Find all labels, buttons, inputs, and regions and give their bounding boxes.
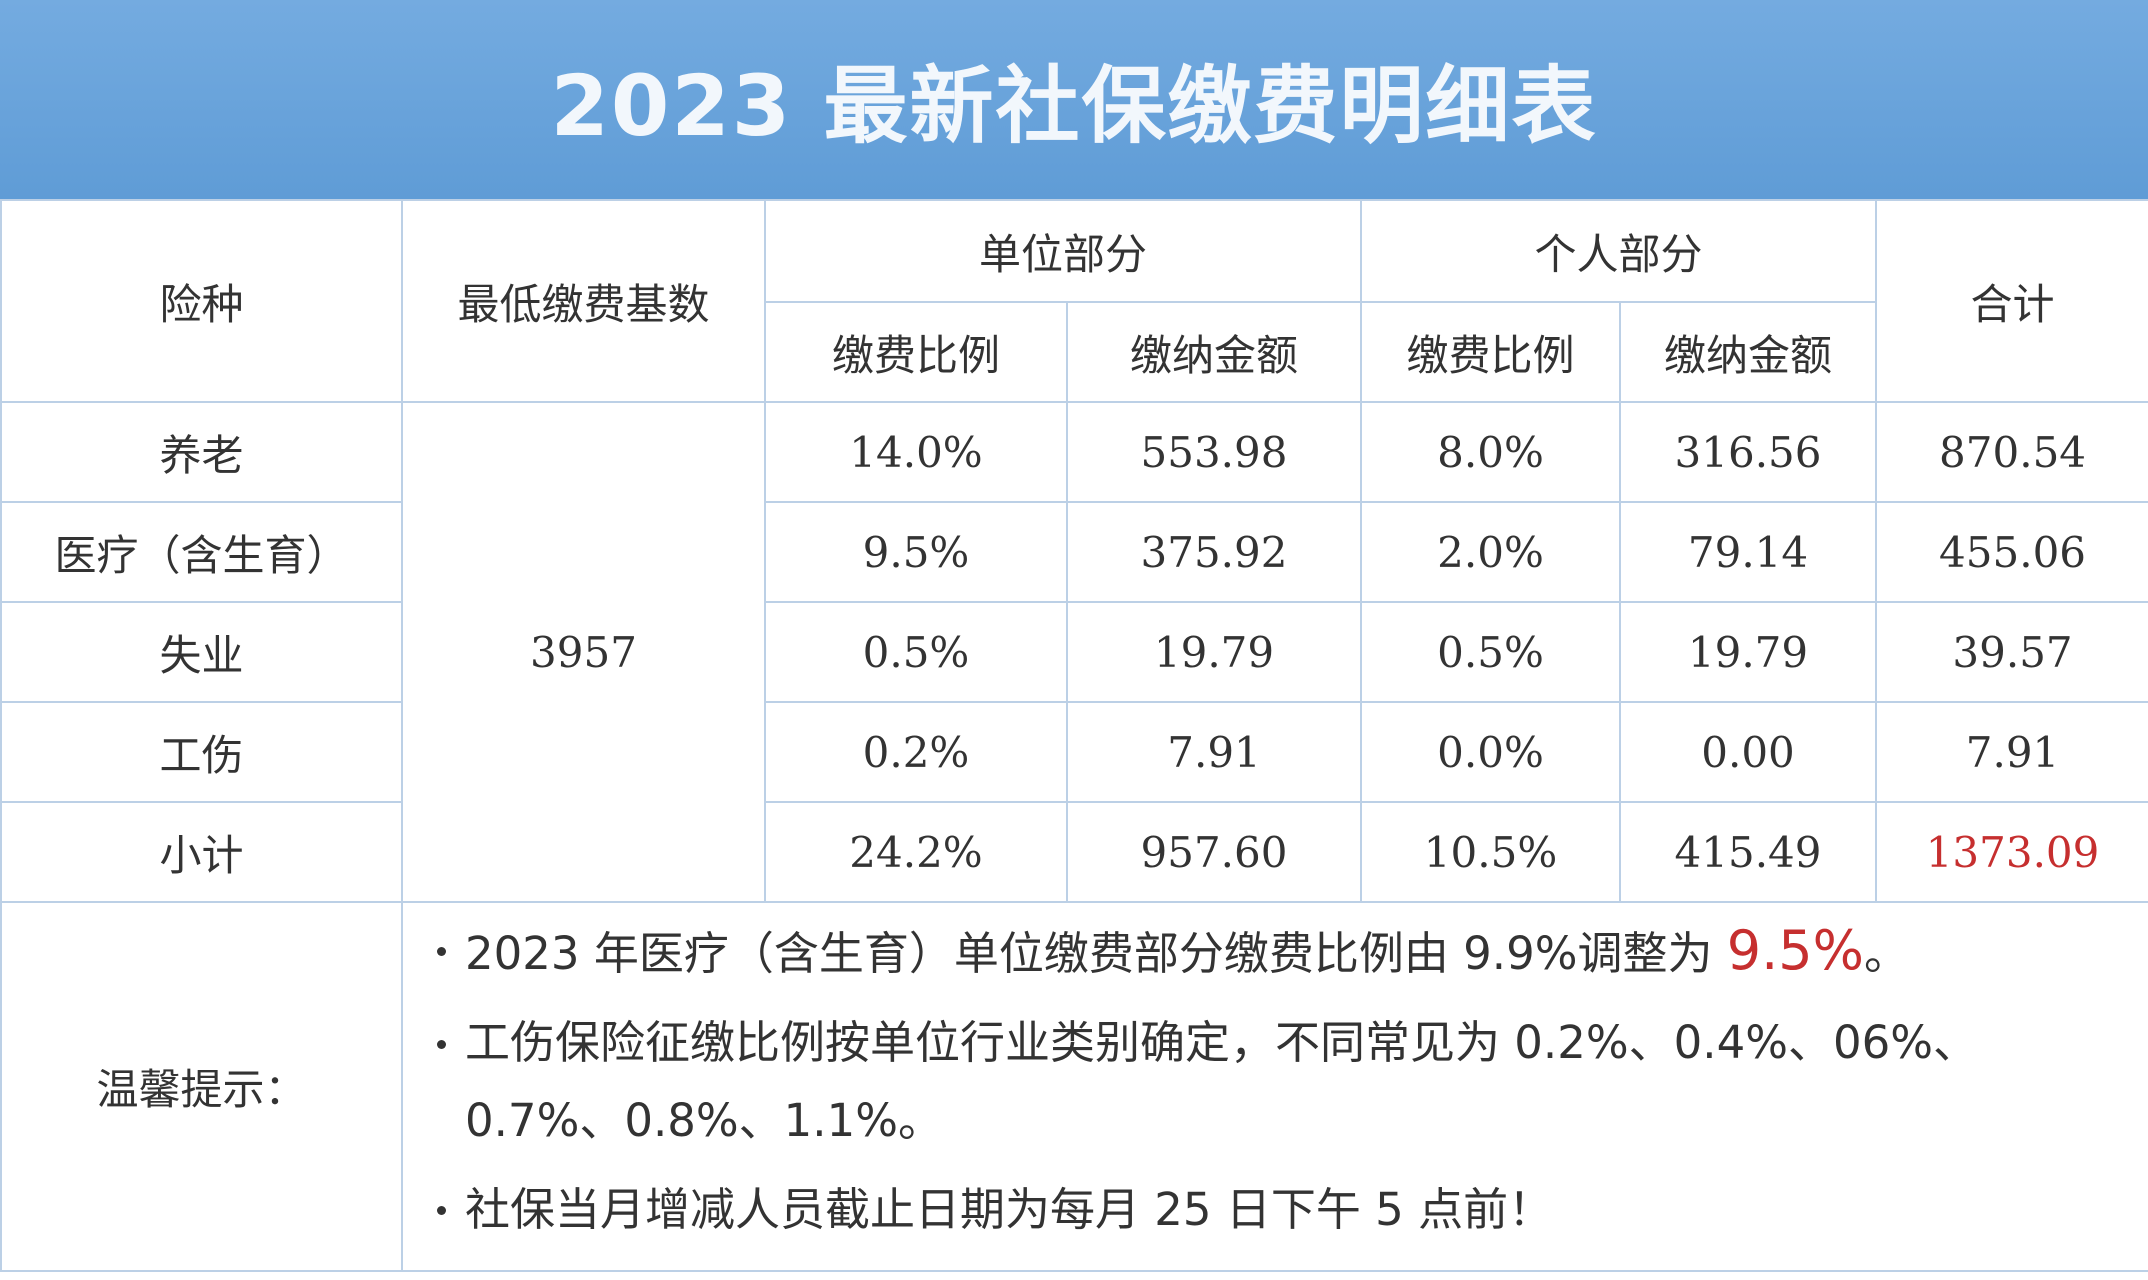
value-cell: 0.2% [764,701,1068,803]
note-text: 社保当月增减人员截止日期为每月 25 日下午 5 点前！ [465,1183,1554,1236]
value-cell: 0.5% [764,601,1068,703]
row-label: 失业 [0,601,403,703]
header-cell: 缴纳金额 [1619,301,1878,403]
base-cell: 3957 [401,401,766,903]
data-row: 失业 0.5% 19.79 0.5% 19.79 39.57 [0,601,2148,703]
value-cell: 7.91 [1875,701,2148,803]
data-row: 医疗（含生育） 9.5% 375.92 2.0% 79.14 455.06 [0,501,2148,603]
value-cell: 375.92 [1065,501,1363,603]
note-highlight: 9.5% [1726,919,1864,982]
value-cell: 39.57 [1875,601,2148,703]
header-row: 缴费比例 缴纳金额 缴费比例 缴纳金额 [1,301,2148,403]
row-label: 小计 [0,801,403,903]
header-cell: 单位部分 [763,199,1363,303]
value-cell: 957.60 [1065,801,1363,903]
value-cell: 79.14 [1619,501,1878,603]
data-row: 养老 3957 14.0% 553.98 8.0% 316.56 870.54 [0,401,2148,903]
note: 2023 年医疗（含生育）单位缴费部分缴费比例由 9.9%调整为 9.5%。 [436,911,2118,994]
header-cell: 险种 [0,199,403,403]
row-label: 医疗（含生育） [0,501,403,603]
value-cell: 14.0% [764,401,1068,503]
header-cell: 个人部分 [1360,199,1878,303]
note-text: 。 [1863,927,1909,980]
banner: 2023 最新社保缴费明细表 [0,0,2148,199]
value-cell: 19.79 [1065,601,1363,703]
notes-label: 温馨提示： [0,901,403,1272]
header-cell: 缴纳金额 [1065,301,1363,403]
value-cell: 9.5% [764,501,1068,603]
header-cell: 合计 [1875,199,2148,403]
value-cell: 1373.09 [1875,801,2148,903]
data-row: 小计 24.2% 957.60 10.5% 415.49 1373.09 [0,801,2148,903]
table-body: 险种 最低缴费基数 单位部分 个人部分 合计 缴费比例 缴纳金额 缴费比例 缴纳… [0,199,2148,1272]
fee-table: 险种 最低缴费基数 单位部分 个人部分 合计 缴费比例 缴纳金额 缴费比例 缴纳… [0,199,2148,1272]
note: 社保当月增减人员截止日期为每月 25 日下午 5 点前！ [436,1170,2118,1250]
value-cell: 0.0% [1360,701,1622,803]
row-label: 工伤 [0,701,403,803]
note-text: 2023 年医疗（含生育）单位缴费部分缴费比例由 9.9%调整为 [465,927,1727,980]
value-cell: 0.00 [1619,701,1878,803]
value-cell: 8.0% [1360,401,1622,503]
header-row: 险种 最低缴费基数 单位部分 个人部分 合计 [0,199,2148,403]
notes-row: 温馨提示： 2023 年医疗（含生育）单位缴费部分缴费比例由 9.9%调整为 9.… [0,901,2148,1272]
value-cell: 870.54 [1875,401,2148,503]
data-row: 工伤 0.2% 7.91 0.0% 0.00 7.91 [0,701,2148,803]
header-cell: 缴费比例 [1360,301,1622,403]
title: 2023 最新社保缴费明细表 [550,57,1598,155]
note: 工伤保险征缴比例按单位行业类别确定，不同常见为 0.2%、0.4%、06%、0.… [436,1004,2118,1160]
value-cell: 19.79 [1619,601,1878,703]
value-cell: 553.98 [1065,401,1363,503]
value-cell: 10.5% [1360,801,1622,903]
row-label: 养老 [0,401,403,503]
value-cell: 316.56 [1619,401,1878,503]
value-cell: 24.2% [764,801,1068,903]
value-cell: 7.91 [1065,701,1363,803]
value-cell: 415.49 [1619,801,1878,903]
value-cell: 455.06 [1875,501,2148,603]
value-cell: 0.5% [1360,601,1622,703]
notes-cell: 2023 年医疗（含生育）单位缴费部分缴费比例由 9.9%调整为 9.5%。工伤… [400,901,2148,1272]
header-cell: 最低缴费基数 [401,199,766,403]
header-cell: 缴费比例 [764,301,1068,403]
value-cell: 2.0% [1360,501,1622,603]
note-text: 工伤保险征缴比例按单位行业类别确定，不同常见为 0.2%、0.4%、06%、0.… [465,1016,1978,1147]
